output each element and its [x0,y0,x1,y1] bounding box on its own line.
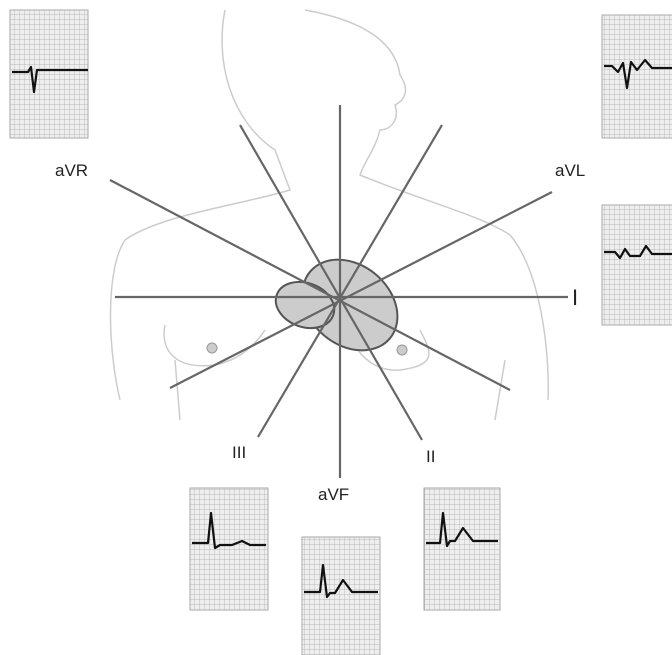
ecg-strips [9,9,672,655]
lead-label: II [426,447,435,466]
lead-axes [109,105,568,478]
heart [274,258,399,352]
lead-label: aVF [318,485,349,504]
lead-label: I [572,285,578,310]
lead-label: aVR [55,161,88,180]
body-outline [109,9,549,421]
lead-label: III [232,443,246,462]
lead-labels: aVR aVL I III aVF II [55,161,585,504]
lead-label: aVL [555,161,585,180]
